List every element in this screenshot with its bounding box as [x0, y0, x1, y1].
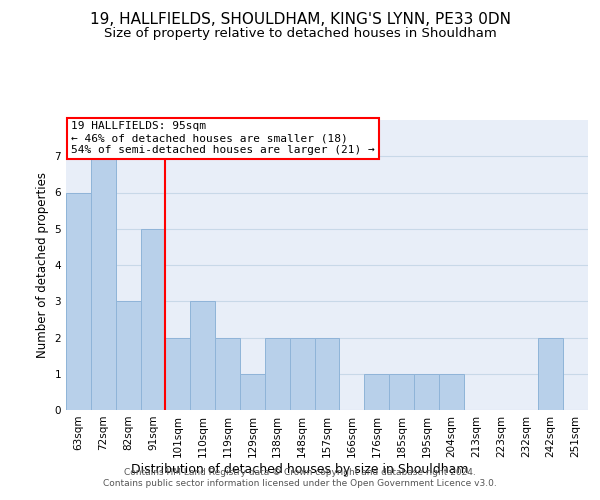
Bar	[240, 374, 265, 410]
Bar	[389, 374, 414, 410]
Bar	[166, 338, 190, 410]
Y-axis label: Number of detached properties: Number of detached properties	[36, 172, 49, 358]
Bar	[439, 374, 464, 410]
Bar	[364, 374, 389, 410]
Bar	[91, 156, 116, 410]
Bar	[538, 338, 563, 410]
Bar	[314, 338, 340, 410]
Bar	[215, 338, 240, 410]
Text: 19 HALLFIELDS: 95sqm
← 46% of detached houses are smaller (18)
54% of semi-detac: 19 HALLFIELDS: 95sqm ← 46% of detached h…	[71, 122, 375, 154]
Bar	[190, 301, 215, 410]
Bar	[265, 338, 290, 410]
Bar	[116, 301, 140, 410]
Bar	[414, 374, 439, 410]
Text: Size of property relative to detached houses in Shouldham: Size of property relative to detached ho…	[104, 28, 496, 40]
Text: 19, HALLFIELDS, SHOULDHAM, KING'S LYNN, PE33 0DN: 19, HALLFIELDS, SHOULDHAM, KING'S LYNN, …	[89, 12, 511, 28]
Text: Contains HM Land Registry data © Crown copyright and database right 2024.
Contai: Contains HM Land Registry data © Crown c…	[103, 468, 497, 487]
Bar	[66, 192, 91, 410]
Bar	[290, 338, 314, 410]
Text: Distribution of detached houses by size in Shouldham: Distribution of detached houses by size …	[131, 462, 469, 475]
Bar	[140, 229, 166, 410]
